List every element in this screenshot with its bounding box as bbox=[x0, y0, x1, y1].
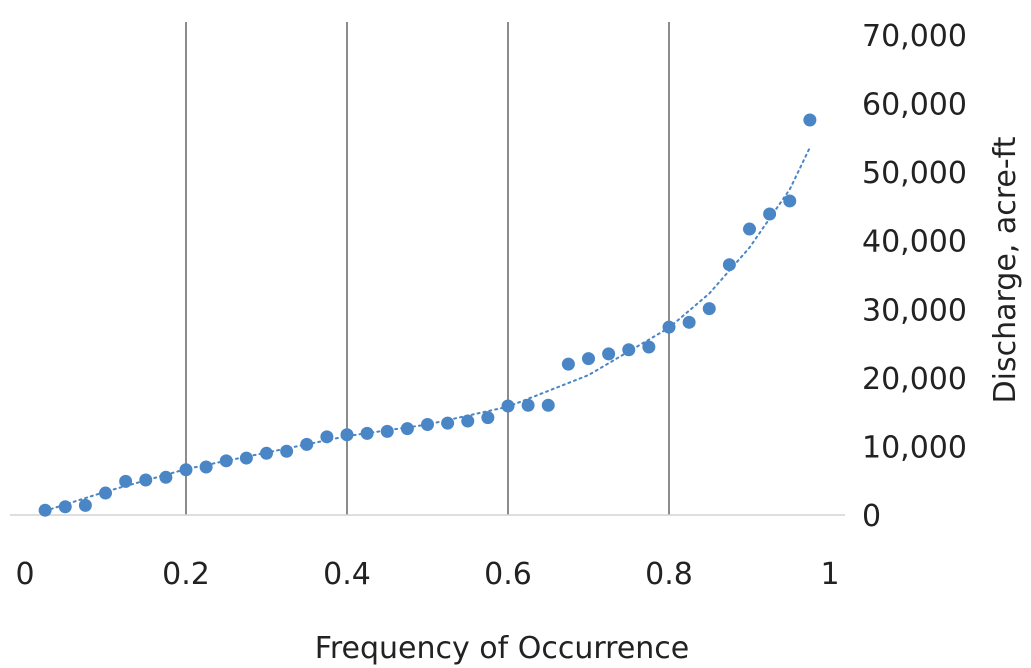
y-tick-label-70000: 70,000 bbox=[862, 19, 967, 54]
data-point-39 bbox=[803, 113, 817, 127]
data-point-15 bbox=[320, 430, 334, 444]
data-point-10 bbox=[219, 454, 233, 468]
x-tick-label-0.6: 0.6 bbox=[484, 557, 532, 592]
y-tick-label-50000: 50,000 bbox=[862, 156, 967, 191]
data-point-18 bbox=[380, 424, 394, 438]
data-point-5 bbox=[119, 474, 133, 488]
data-point-32 bbox=[662, 320, 676, 334]
y-tick-label-60000: 60,000 bbox=[862, 88, 967, 123]
data-point-2 bbox=[58, 500, 72, 514]
data-point-24 bbox=[501, 399, 515, 413]
data-point-35 bbox=[722, 258, 736, 272]
data-point-7 bbox=[159, 470, 173, 484]
x-tick-label-0.8: 0.8 bbox=[645, 557, 693, 592]
y-tick-label-40000: 40,000 bbox=[862, 225, 967, 260]
data-point-33 bbox=[682, 315, 696, 329]
y-tick-label-0: 0 bbox=[862, 499, 881, 534]
data-point-26 bbox=[541, 398, 555, 412]
data-point-13 bbox=[280, 444, 294, 458]
y-tick-labels: 0 10,000 20,000 30,000 40,000 50,000 60,000 70,… bbox=[862, 19, 967, 534]
data-points bbox=[38, 113, 817, 517]
y-tick-label-20000: 20,000 bbox=[862, 362, 967, 397]
y-tick-label-30000: 30,000 bbox=[862, 293, 967, 328]
data-point-6 bbox=[139, 473, 153, 487]
data-point-29 bbox=[602, 347, 616, 361]
data-point-30 bbox=[622, 343, 636, 357]
data-point-9 bbox=[199, 460, 213, 474]
data-point-1 bbox=[38, 503, 52, 517]
data-point-8 bbox=[179, 463, 193, 477]
data-point-21 bbox=[441, 416, 455, 430]
data-point-31 bbox=[642, 340, 656, 354]
data-point-11 bbox=[239, 451, 253, 465]
x-tick-label-0.4: 0.4 bbox=[323, 557, 371, 592]
data-point-16 bbox=[340, 428, 354, 442]
data-point-3 bbox=[78, 498, 92, 512]
data-point-38 bbox=[783, 194, 797, 208]
x-tick-label-0.2: 0.2 bbox=[162, 557, 210, 592]
data-point-17 bbox=[360, 426, 374, 440]
data-point-14 bbox=[300, 437, 314, 451]
data-point-23 bbox=[481, 411, 495, 425]
gridlines bbox=[185, 22, 670, 515]
data-point-34 bbox=[702, 302, 716, 316]
y-tick-label-10000: 10,000 bbox=[862, 430, 967, 465]
x-tick-labels: 0 0.2 0.4 0.6 0.8 1 bbox=[15, 557, 839, 592]
y-axis-title: Discharge, acre-ft bbox=[988, 136, 1023, 403]
x-tick-label-1: 1 bbox=[820, 557, 839, 592]
data-point-37 bbox=[763, 207, 777, 221]
data-point-19 bbox=[400, 422, 414, 436]
data-point-12 bbox=[260, 446, 273, 460]
data-point-22 bbox=[461, 414, 475, 428]
data-point-20 bbox=[421, 417, 434, 431]
data-point-27 bbox=[561, 357, 575, 371]
data-point-28 bbox=[582, 352, 595, 366]
x-tick-label-0: 0 bbox=[15, 557, 34, 592]
data-point-36 bbox=[743, 222, 756, 236]
data-point-25 bbox=[521, 398, 535, 412]
data-point-4 bbox=[99, 486, 112, 500]
trendline bbox=[44, 146, 811, 512]
x-axis-title: Frequency of Occurrence bbox=[315, 631, 690, 666]
